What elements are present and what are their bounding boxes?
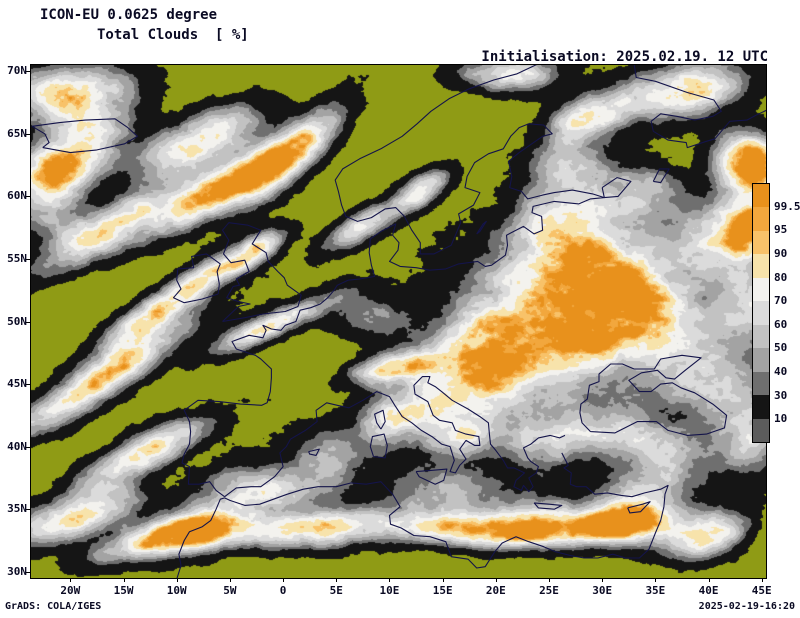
lat-tick — [26, 133, 30, 135]
lat-tick — [26, 509, 30, 511]
lon-tick — [336, 578, 338, 582]
lat-tick-label: 40N — [7, 439, 27, 453]
legend-segment — [753, 230, 769, 255]
legend-value-label: 80 — [774, 270, 788, 284]
coastline-sicily — [415, 468, 448, 485]
legend-value-label: 30 — [774, 388, 788, 402]
lat-tick — [26, 384, 30, 386]
legend-segment — [753, 348, 769, 372]
grads-credit: GrADS: COLA/IGES — [5, 601, 102, 612]
coastline-cyprus — [627, 501, 651, 514]
lat-tick — [26, 571, 30, 573]
lat-tick-label: 35N — [7, 502, 27, 516]
legend-segment — [753, 277, 769, 302]
legend-value-label: 40 — [774, 365, 788, 379]
lon-tick-label: 10W — [166, 584, 187, 597]
lon-tick-label: 40E — [698, 584, 719, 597]
lat-tick — [26, 258, 30, 260]
coastline-layer — [31, 65, 766, 578]
lon-tick — [495, 578, 497, 582]
lat-tick-label: 45N — [7, 377, 27, 391]
lon-tick-label: 30E — [592, 584, 613, 597]
lat-tick — [26, 321, 30, 323]
coastline-crete — [533, 502, 563, 510]
lat-tick — [26, 446, 30, 448]
lat-tick-label: 50N — [7, 314, 27, 328]
legend-segment — [753, 395, 769, 419]
legend-segment — [753, 418, 769, 442]
lon-tick — [389, 578, 391, 582]
coastline-mediterranean-north — [224, 376, 566, 498]
cloud-cover-layer — [31, 65, 766, 578]
lat-tick-label: 30N — [7, 564, 27, 578]
init-time: Initialisation: 2025.02.19. 12 UTC — [481, 49, 768, 65]
coastline-iceland — [31, 118, 138, 154]
lon-tick — [229, 578, 231, 582]
lon-tick-label: 5W — [223, 584, 237, 597]
legend-value-label: 90 — [774, 246, 788, 260]
lon-tick — [708, 578, 710, 582]
legend-value-label: 70 — [774, 294, 788, 308]
lon-tick-label: 0 — [279, 584, 287, 597]
lon-tick-label: 15E — [432, 584, 453, 597]
coastline-black-sea — [579, 354, 728, 436]
coastline-lake-ladoga — [601, 177, 632, 199]
lon-tick-label: 15W — [113, 584, 134, 597]
coastline-sardinia — [369, 433, 388, 459]
lon-tick — [176, 578, 178, 582]
lat-tick — [26, 196, 30, 198]
legend-value-label: 50 — [774, 341, 788, 355]
coastline-corsica — [374, 409, 386, 430]
lon-tick-label: 45E — [751, 584, 772, 597]
legend-value-label: 95 — [774, 223, 788, 237]
creation-timestamp: 2025-02-19-16:20 — [698, 601, 795, 612]
lon-tick — [442, 578, 444, 582]
lon-tick — [283, 578, 285, 582]
lat-tick-label: 60N — [7, 189, 27, 203]
lon-tick-label: 25E — [539, 584, 559, 597]
lon-tick — [549, 578, 550, 582]
coastline-lake-onega — [652, 168, 670, 184]
legend-segment — [753, 371, 769, 396]
lon-tick — [761, 578, 763, 582]
map-plot-area — [31, 65, 766, 578]
lat-tick-label: 70N — [7, 64, 27, 78]
legend-value-label: 60 — [774, 317, 788, 331]
coastline-mallorca — [308, 448, 320, 456]
lon-tick — [602, 578, 604, 582]
legend-segment — [753, 324, 769, 349]
legend-value-label: 99.5 — [774, 199, 800, 213]
lon-tick-label: 35E — [645, 584, 666, 597]
coastline-atlantic-baltic-norway — [181, 65, 605, 498]
coastline-turkey-levant-africa — [176, 452, 669, 578]
lon-tick-label: 5E — [329, 584, 343, 597]
lon-tick — [655, 578, 657, 582]
lon-tick-label: 20E — [485, 584, 506, 597]
coastline-ireland — [172, 253, 221, 304]
legend-segment — [753, 184, 769, 208]
lon-tick-label: 20W — [60, 584, 81, 597]
legend-segment — [753, 254, 769, 278]
lon-tick — [70, 578, 72, 582]
coastline-gotland — [476, 220, 487, 235]
legend-colorbar — [752, 183, 770, 443]
lat-tick-label: 55N — [7, 251, 27, 265]
coastline-great-britain — [221, 222, 302, 323]
color-legend: 99.5 95 90 80 70 60 50 40 30 10 — [752, 183, 800, 443]
variable-title: Total Clouds [ %] — [97, 27, 249, 43]
lon-tick — [123, 578, 125, 582]
legend-value-label: 10 — [774, 412, 788, 426]
lat-tick — [26, 71, 30, 73]
lon-tick-label: 10E — [379, 584, 400, 597]
lat-tick-label: 65N — [7, 126, 27, 140]
legend-segment — [753, 207, 769, 231]
coastline-kola-white-sea — [633, 65, 766, 149]
model-title: ICON-EU 0.0625 degree — [40, 7, 218, 23]
legend-segment — [753, 301, 769, 325]
